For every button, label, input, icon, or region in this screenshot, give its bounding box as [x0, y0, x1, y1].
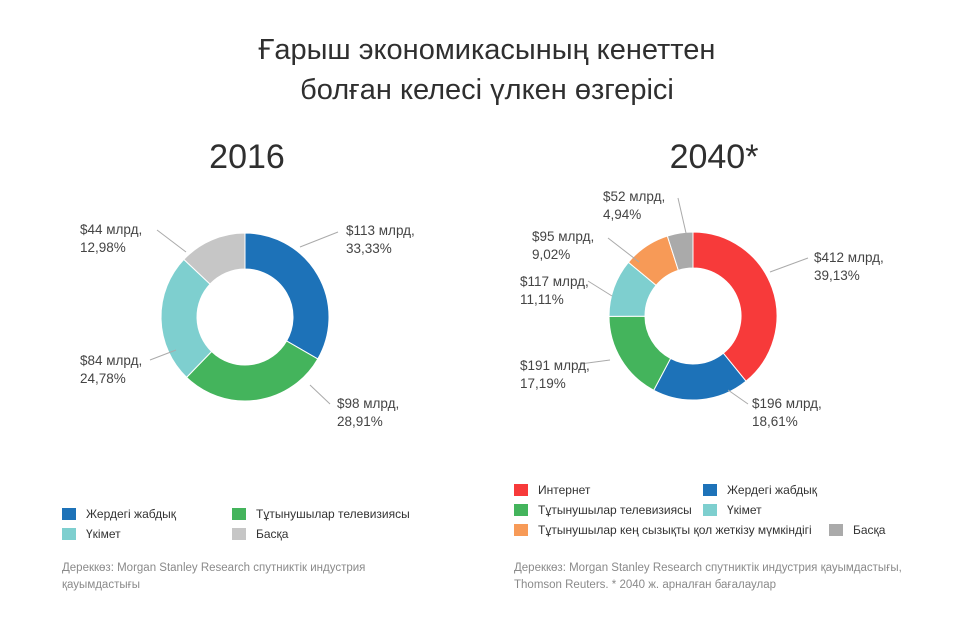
- chart-title-2040: 2040*: [669, 138, 759, 176]
- data-label-percent-infrastructure: 18,61%: [752, 414, 798, 429]
- data-label-percent-government: 11,11%: [520, 292, 564, 307]
- legend-swatch: [514, 504, 528, 516]
- data-label-percent-consumer_tv: 17,19%: [520, 376, 566, 391]
- leader-line-consumer_broadband: [607, 237, 640, 263]
- leader-line-infrastructure: [299, 231, 339, 248]
- data-label-value-other: $52 млрд,: [603, 189, 665, 204]
- slice-other: [666, 231, 694, 271]
- data-label-percent-consumer_broadband: 9,02%: [532, 247, 570, 262]
- chart-title-2016: 2016: [209, 138, 285, 176]
- legend-label: Жердегі жабдық: [727, 483, 817, 497]
- data-label-value-consumer_tv: $191 млрд,: [520, 358, 590, 373]
- slice-government: [160, 258, 213, 379]
- source-line: Дереккөз: Morgan Stanley Research спутни…: [62, 562, 366, 574]
- data-label-value-consumer_broadband: $95 млрд,: [532, 229, 594, 244]
- data-label-value-infrastructure: $196 млрд,: [752, 396, 822, 411]
- legend-item-consumer-broadband: Тұтынушылар кең сызықты қол жеткізу мүмк…: [514, 523, 812, 537]
- data-label-value-infrastructure: $113 млрд,: [346, 223, 415, 238]
- legend-label: Басқа: [256, 527, 289, 541]
- legend-item-internet: Интернет: [514, 483, 590, 497]
- leader-line-consumer_tv: [309, 384, 331, 405]
- source-line: Дереккөз: Morgan Stanley Research спутни…: [514, 562, 902, 574]
- slice-internet: [692, 231, 778, 382]
- legend-label: Тұтынушылар телевизиясы: [256, 507, 410, 521]
- legend-label: Басқа: [853, 523, 886, 537]
- title-line-1: Ғарыш экономикасының кенеттен: [258, 34, 716, 66]
- source-note-2040: Дереккөз: Morgan Stanley Research спутни…: [514, 560, 902, 594]
- data-label-percent-internet: 39,13%: [814, 268, 860, 283]
- data-label-value-government: $84 млрд,: [80, 353, 142, 368]
- data-label-value-consumer_tv: $98 млрд,: [337, 396, 399, 411]
- legend-swatch: [514, 484, 528, 496]
- legend-item-consumer-tv: Тұтынушылар телевизиясы: [232, 507, 410, 521]
- donut-chart-2040: $412 млрд, 39,13% $196 млрд, 18,61% $191 млр…: [520, 189, 884, 429]
- legend-item-other: Басқа: [232, 527, 288, 541]
- data-label-percent-infrastructure: 33,33%: [346, 241, 392, 256]
- legend-label: Үкімет: [86, 527, 121, 541]
- legend-label: Интернет: [538, 483, 591, 497]
- legend-swatch: [62, 528, 76, 540]
- data-label-percent-other: 4,94%: [603, 207, 641, 222]
- leader-line-government: [149, 349, 177, 361]
- leader-line-internet: [769, 257, 809, 273]
- data-label-value-internet: $412 млрд,: [814, 250, 884, 265]
- legend-item-government: Үкімет: [62, 527, 121, 541]
- slice-other: [183, 232, 246, 285]
- slice-infrastructure: [244, 232, 330, 360]
- legend-swatch: [703, 504, 717, 516]
- legend-item-government: Үкімет: [703, 503, 762, 517]
- data-label-percent-government: 24,78%: [80, 371, 126, 386]
- legend-swatch: [62, 508, 76, 520]
- leader-line-government: [587, 280, 613, 297]
- legend-swatch: [232, 508, 246, 520]
- legend-item-infrastructure: Жердегі жабдық: [62, 507, 176, 521]
- data-label-percent-consumer_tv: 28,91%: [337, 414, 383, 429]
- data-label-value-government: $117 млрд,: [520, 274, 589, 289]
- source-line: Thomson Reuters. * 2040 ж. арналған баға…: [514, 579, 776, 591]
- legend-label: Тұтынушылар телевизиясы: [538, 503, 692, 517]
- legend-swatch: [829, 524, 843, 536]
- leader-line-other: [156, 229, 187, 253]
- source-line: қауымдастығы: [62, 579, 141, 591]
- legend-swatch: [514, 524, 528, 536]
- legend-label: Тұтынушылар кең сызықты қол жеткізу мүмк…: [538, 523, 812, 537]
- donut-chart-2016: $113 млрд, 33,33% $98 млрд, 28,91% $84 млрд,…: [80, 222, 415, 429]
- leader-line-other: [677, 197, 687, 234]
- legend-swatch: [703, 484, 717, 496]
- page-title: Ғарыш экономикасының кенеттен болған кел…: [0, 30, 974, 110]
- leader-line-infrastructure: [727, 389, 749, 405]
- legend-swatch: [232, 528, 246, 540]
- legend-item-consumer-tv: Тұтынушылар телевизиясы: [514, 503, 692, 517]
- legend-label: Жердегі жабдық: [86, 507, 176, 521]
- data-label-percent-other: 12,98%: [80, 240, 126, 255]
- leader-line-consumer_tv: [579, 359, 611, 365]
- source-note-2016: Дереккөз: Morgan Stanley Research спутни…: [62, 560, 365, 594]
- data-label-value-other: $44 млрд,: [80, 222, 142, 237]
- legend-item-other: Басқа: [829, 523, 885, 537]
- legend-item-infrastructure: Жердегі жабдық: [703, 483, 817, 497]
- title-line-2: болған келесі үлкен өзгерісі: [300, 74, 674, 106]
- legend-label: Үкімет: [727, 503, 762, 517]
